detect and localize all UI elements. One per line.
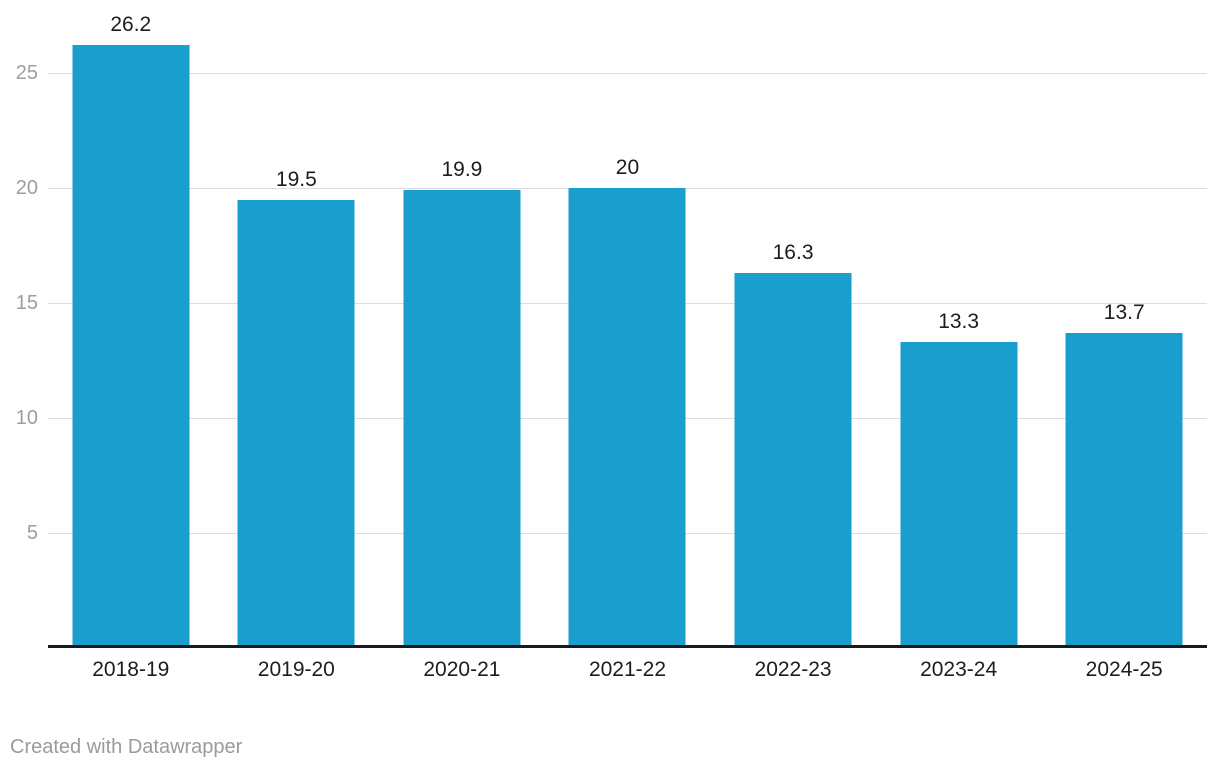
bar-value-label: 13.7 (1103, 300, 1145, 324)
bar-value-label: 13.3 (938, 310, 980, 334)
x-axis-line (48, 645, 1207, 648)
x-axis-tick-label: 2019-20 (257, 658, 335, 681)
bar-slot: 13.7 (1041, 0, 1207, 648)
x-axis-tick-label: 2018-19 (92, 658, 170, 681)
x-axis-tick-label: 2021-22 (588, 658, 667, 681)
bar-2018-19 (72, 45, 190, 648)
x-axis-tick-label: 2024-25 (1085, 658, 1163, 681)
bar-2020-21 (403, 190, 521, 648)
y-axis-tick-label: 15 (15, 292, 38, 314)
x-axis-tick-label: 2020-21 (423, 658, 501, 681)
bar-value-label: 26.2 (110, 13, 152, 37)
x-axis-tick-label: 2023-24 (920, 658, 998, 681)
bar-slot: 26.2 (48, 0, 214, 648)
bar-2024-25 (1065, 332, 1183, 648)
y-axis-tick-label: 25 (15, 62, 38, 84)
y-axis-tick-label: 5 (26, 522, 38, 544)
bar-value-label: 19.9 (441, 158, 483, 182)
bar-2019-20 (237, 199, 355, 648)
bar-slot: 19.5 (214, 0, 380, 648)
bar-value-label: 20 (615, 156, 640, 179)
bar-slot: 20 (545, 0, 711, 648)
bar-slot: 19.9 (379, 0, 545, 648)
bar-value-label: 16.3 (772, 241, 814, 265)
y-axis-tick-label: 20 (15, 177, 38, 199)
gridline (48, 73, 1207, 74)
x-axis-tick-label: 2022-23 (754, 658, 832, 681)
bar-slot: 13.3 (876, 0, 1042, 648)
datawrapper-credit-link[interactable]: Created with Datawrapper (10, 736, 243, 758)
bar-2022-23 (734, 273, 852, 648)
bar-2023-24 (900, 342, 1018, 648)
y-axis-tick-label: 10 (15, 407, 38, 429)
bar-slot: 16.3 (710, 0, 876, 648)
plot-area: 5 10 15 20 25 26.2 19.5 19.9 20 16.3 13.3 13.7 (16, 0, 1207, 648)
bar-2021-22 (568, 188, 686, 648)
bar-value-label: 19.5 (275, 167, 317, 191)
